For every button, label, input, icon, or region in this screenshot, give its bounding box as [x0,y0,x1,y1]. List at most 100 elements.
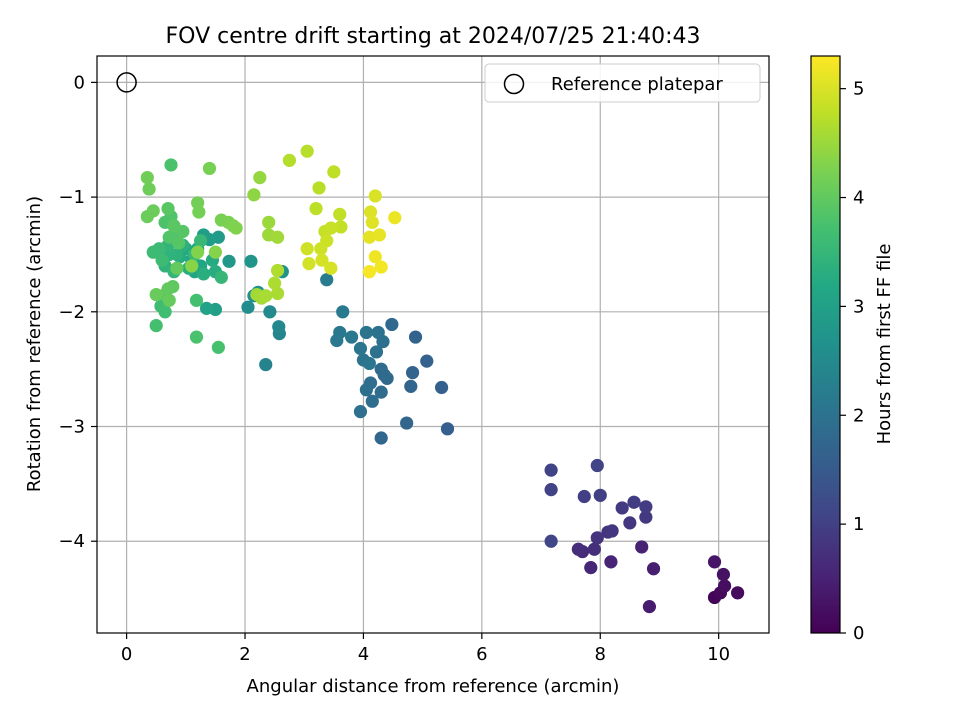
data-point [146,204,160,218]
data-point [605,524,619,538]
data-point [371,325,385,340]
data-point [385,317,399,332]
data-point [344,330,359,344]
data-point [639,500,653,514]
data-point [368,189,382,203]
reference-platepar-marker [116,72,137,93]
data-point [635,540,649,554]
data-point [185,259,199,273]
legend-box [484,63,761,103]
data-point [263,305,277,319]
colorbar-label: Hours from first FF file [874,244,895,445]
legend-marker-icon [503,73,525,95]
data-point [400,416,414,430]
data-point [642,600,657,614]
data-point [646,562,661,576]
data-point [314,242,328,256]
data-point [208,245,223,259]
x-axis-label: Angular distance from reference (arcmin) [247,676,620,697]
data-point [259,357,273,372]
data-point [282,153,297,167]
data-point [623,516,637,530]
data-point [196,267,211,281]
data-point [142,182,156,196]
colorbar-tick-label: 1 [853,514,864,535]
data-point [374,362,388,376]
colorbar-tick-label: 4 [853,188,864,209]
data-point [363,205,378,219]
data-point [374,385,388,399]
data-point [140,170,154,185]
legend-entry: Reference platepar [551,74,723,95]
data-point [731,586,745,600]
data-point [359,325,373,340]
x-tick-label: 2 [239,644,250,665]
data-point [211,340,225,354]
data-point [300,144,314,158]
x-tick-label: 8 [595,644,606,665]
data-point [615,501,629,515]
data-point [192,205,206,219]
data-point [312,181,326,195]
colorbar-tick-label: 5 [853,79,864,100]
data-point [189,293,204,307]
data-point [191,245,205,259]
colorbar-tick-label: 2 [853,405,864,426]
data-point [202,161,217,176]
y-tick-label: −2 [58,302,85,323]
data-point [359,383,373,397]
legend: Reference platepar [484,63,761,103]
x-tick-label: 6 [476,644,487,665]
data-point [324,221,338,235]
data-point [172,236,186,250]
data-point [365,215,379,229]
y-axis-label: Rotation from reference (arcmin) [24,196,45,492]
x-axis-ticks: 0 2 4 6 8 10 [121,633,730,665]
data-point [365,394,379,408]
data-point [434,380,449,395]
data-point [194,234,208,248]
y-tick-label: −1 [58,187,85,208]
data-point [214,270,228,284]
data-point [362,230,376,244]
data-point [590,458,604,473]
data-point [362,265,376,279]
data-point [587,542,601,556]
data-point [717,579,732,593]
data-point [162,230,176,244]
data-point [302,257,316,271]
data-point [408,330,423,344]
data-point [161,282,175,296]
data-point [149,288,163,302]
data-point [253,170,267,185]
y-tick-label: −3 [58,417,85,438]
data-point [571,542,585,556]
y-axis-ticks: 0 −1 −2 −3 −4 [58,72,97,552]
data-point [716,567,731,582]
data-point [259,289,273,303]
data-point [374,431,388,445]
data-point [155,253,169,267]
data-point [167,219,181,233]
data-point [268,276,282,290]
data-point [577,489,591,504]
data-point [270,286,285,301]
data-point [247,188,261,202]
data-point [189,330,204,344]
data-point [374,260,388,274]
data-point [584,561,598,575]
data-point [639,510,653,524]
data-point [309,201,323,216]
data-point [324,261,338,275]
data-point [372,228,387,242]
colorbar-gradient [810,55,841,634]
data-point [368,250,382,264]
data-point [404,379,418,393]
data-point [262,215,276,229]
data-point [590,531,604,545]
data-point [593,488,607,502]
data-point [362,356,376,371]
colorbar-ticks: 0 1 2 3 4 5 [840,79,864,644]
data-point [272,320,286,334]
data-point [300,242,314,256]
